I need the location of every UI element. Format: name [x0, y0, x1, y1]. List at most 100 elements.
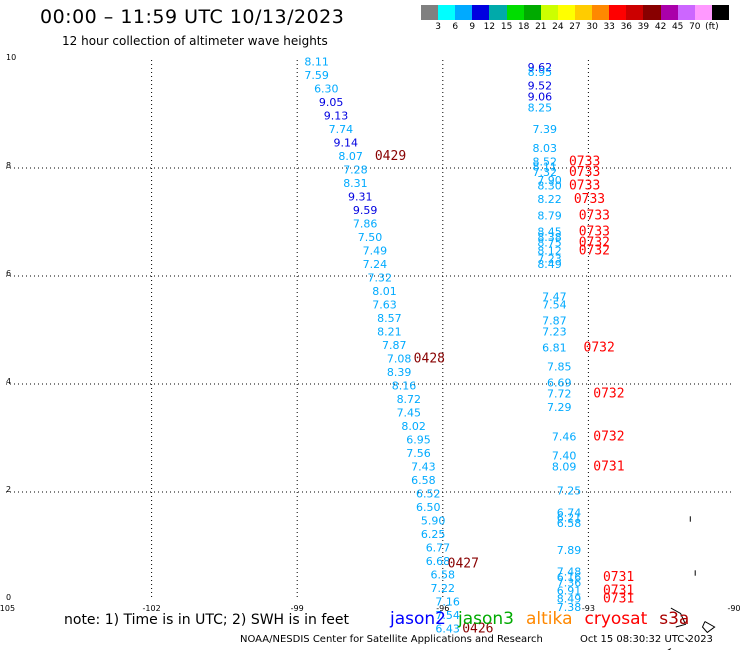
- swh-value-label: 5.90: [421, 514, 446, 527]
- swh-value-label: 6.81: [542, 342, 567, 355]
- color-swatch: [455, 5, 473, 20]
- swh-value-label: 7.48: [557, 566, 582, 579]
- swh-value-label: 7.32: [367, 271, 392, 284]
- color-scale-label: 45: [671, 22, 684, 32]
- color-scale-label: 3: [435, 22, 441, 32]
- color-scale-label: 27: [569, 22, 581, 32]
- swh-value-label: 8.75: [537, 236, 562, 249]
- swh-value-label: 8.52: [532, 155, 557, 168]
- swh-value-label: 8.02: [401, 420, 426, 433]
- swh-value-label: 6.69: [547, 377, 572, 390]
- color-scale-label: 42: [654, 22, 667, 32]
- color-swatch: [506, 5, 524, 20]
- swh-value-label: 7.24: [363, 258, 388, 271]
- x-tick-label: -105: [0, 604, 15, 613]
- y-tick-label: 6: [6, 269, 11, 278]
- swh-value-label: 8.12: [537, 244, 562, 257]
- color-scale-label: 18: [517, 22, 530, 32]
- x-tick-label: -102: [143, 604, 161, 613]
- color-scale-label: 24: [552, 22, 564, 32]
- swh-value-label: 7.39: [532, 123, 557, 136]
- color-swatch: [626, 5, 644, 20]
- swh-value-label: 6.21: [557, 512, 582, 525]
- color-scale-label: 39: [637, 22, 650, 32]
- color-scale-label: 21: [535, 22, 547, 32]
- color-swatch: [660, 5, 678, 20]
- time-label: 0732: [579, 243, 610, 258]
- swh-value-label: 7.49: [363, 244, 388, 257]
- time-label: 0426: [462, 621, 493, 636]
- swh-value-label: 7.40: [552, 450, 577, 463]
- swh-value-label: 7.59: [304, 69, 329, 82]
- coastline-segment: [670, 607, 687, 628]
- swh-value-label: 6.52: [416, 487, 441, 500]
- time-label: 0733: [574, 192, 605, 207]
- legend-entry: altika: [526, 609, 573, 629]
- swh-value-label: 6.91: [557, 585, 582, 598]
- swh-value-label: 7.72: [547, 388, 572, 401]
- swh-value-label: 7.23: [542, 325, 567, 338]
- swh-value-label: 9.59: [353, 204, 378, 217]
- swh-value-label: 8.07: [338, 150, 363, 163]
- swh-value-label: 8.09: [552, 460, 577, 473]
- swh-value-label: 7.90: [537, 174, 562, 187]
- swh-value-label: 9.52: [528, 80, 553, 93]
- swh-value-label: 8.95: [528, 66, 553, 79]
- swh-value-label: 8.45: [537, 226, 562, 239]
- time-label: 0733: [579, 225, 610, 240]
- swh-value-label: 8.72: [397, 393, 422, 406]
- swh-value-label: 7.85: [547, 361, 572, 374]
- color-swatch: [472, 5, 490, 20]
- swh-value-label: 7.56: [406, 447, 431, 460]
- color-swatch: [677, 5, 695, 20]
- time-label: 0732: [593, 430, 624, 445]
- color-swatch: [609, 5, 627, 20]
- swh-value-label: 7.47: [542, 290, 567, 303]
- swh-value-label: 7.54: [435, 609, 460, 622]
- x-tick-label: -90: [727, 604, 740, 613]
- time-label: 0429: [375, 149, 406, 164]
- time-label: 0731: [593, 459, 624, 474]
- swh-value-label: 7.23: [537, 253, 562, 266]
- legend-entry: jason2: [390, 609, 446, 629]
- swh-value-label: 8.39: [387, 366, 412, 379]
- color-swatch: [694, 5, 712, 20]
- swh-value-label: 6.25: [421, 528, 446, 541]
- swh-value-label: 7.87: [382, 339, 407, 352]
- color-scale-label: 36: [620, 22, 633, 32]
- satellite-legend: jason2 jason3 altika cryosat s3a: [390, 609, 701, 629]
- time-label: 0731: [603, 570, 634, 585]
- swh-value-label: 7.45: [397, 406, 422, 419]
- swh-value-label: 6.43: [435, 622, 460, 635]
- swh-value-label: 9.14: [333, 136, 358, 149]
- swh-value-label: 7.54: [542, 298, 567, 311]
- color-swatch: [540, 5, 558, 20]
- color-swatch: [557, 5, 575, 20]
- color-scale-label: (ft): [705, 22, 719, 32]
- color-scale-label: 9: [469, 22, 476, 32]
- swh-value-label: 6.74: [557, 506, 582, 519]
- color-scale-bar: [421, 5, 729, 20]
- swh-value-label: 9.31: [348, 190, 373, 203]
- bottom-note: note: 1) Time is in UTC; 2) SWH is in fe…: [64, 612, 350, 628]
- color-scale-label: 6: [452, 22, 459, 32]
- time-label: 0733: [579, 208, 610, 223]
- swh-value-label: 6.58: [557, 517, 582, 530]
- color-scale-label: 12: [483, 22, 496, 32]
- time-label: 0428: [414, 351, 445, 366]
- footer-credit: NOAA/NESDIS Center for Satellite Applica…: [240, 634, 543, 645]
- swh-value-label: 6.58: [411, 474, 436, 487]
- color-swatch: [592, 5, 610, 20]
- color-scale-label: 15: [500, 22, 513, 32]
- swh-value-label: 8.30: [537, 180, 562, 193]
- color-swatch: [643, 5, 661, 20]
- swh-value-label: 7.87: [542, 315, 567, 328]
- swh-value-label: 8.31: [343, 177, 368, 190]
- swh-value-label: 9.13: [324, 109, 349, 122]
- color-scale-label: 70: [689, 22, 701, 32]
- swh-value-label: 7.38: [557, 601, 582, 614]
- time-label: 0733: [569, 154, 600, 169]
- color-swatch: [523, 5, 541, 20]
- swh-value-label: 6.16: [557, 571, 582, 584]
